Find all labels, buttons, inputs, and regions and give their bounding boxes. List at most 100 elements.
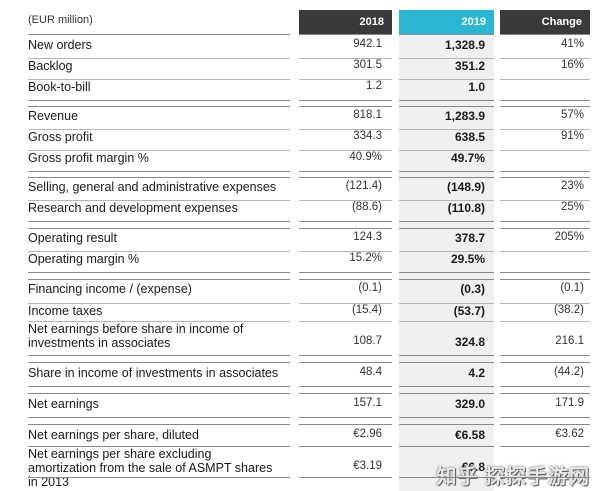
row-divider [299,477,392,478]
row-divider [28,279,290,280]
row-label: Revenue [28,109,79,123]
row-divider [399,177,494,178]
row-label: Selling, general and administrative expe… [28,180,277,194]
row-divider [399,321,494,322]
value-2018: (0.1) [358,282,382,294]
value-2018: 942.1 [353,38,382,50]
row-divider [28,477,290,478]
value-change: (38.2) [553,304,584,316]
row-divider [28,424,290,425]
row-divider [500,386,590,387]
row-divider [299,34,392,35]
value-change: 91% [560,130,584,142]
row-divider [399,79,494,80]
row-divider [500,393,590,394]
value-change: 23% [560,180,584,192]
row-label: Net earnings per share, diluted [28,428,199,442]
row-divider [500,100,590,101]
table-row: Share in income of investments in associ… [26,366,590,386]
row-divider [28,221,290,222]
value-change: 16% [560,59,584,71]
header-2018: 2018 [299,10,392,34]
row-divider [399,272,494,273]
row-label: Operating result [28,231,117,245]
unit-label: (EUR million) [28,14,93,26]
row-divider [299,58,392,59]
row-divider [399,446,494,447]
row-divider [500,200,590,201]
value-change: 25% [560,201,584,213]
watermark: 知乎 探探手游网 [436,466,590,488]
value-2019: 1,283.9 [444,109,485,123]
value-2019: (148.9) [446,180,485,194]
row-divider [299,171,392,172]
row-divider [399,417,494,418]
value-2019: €6.58 [454,428,485,442]
row-divider [28,150,290,151]
row-label: Financing income / (expense) [28,282,192,296]
row-divider [500,228,590,229]
row-divider [28,228,290,229]
row-divider [399,362,494,363]
row-divider [28,34,290,35]
value-2019: 4.2 [468,366,485,380]
row-divider [399,355,494,356]
value-2018: (15.4) [351,304,382,316]
row-divider [500,446,590,447]
row-divider [399,58,494,59]
row-divider [500,477,590,478]
row-divider [299,321,392,322]
row-divider [500,424,590,425]
row-divider [28,58,290,59]
value-2019: 49.7% [450,151,485,165]
table-row: Income taxes (15.4) (53.7) (38.2) [26,304,590,324]
row-divider [299,446,392,447]
value-2018: 15.2% [349,252,382,264]
row-divider [299,355,392,356]
row-label: Operating margin % [28,252,140,266]
row-divider [299,424,392,425]
table-row: Research and development expenses (88.6) (… [26,201,590,221]
row-divider [28,362,290,363]
row-divider [299,362,392,363]
row-divider [500,362,590,363]
value-2019: (0.3) [460,282,485,296]
row-label: Backlog [28,59,73,73]
value-2018: 40.9% [349,151,382,163]
value-change: 57% [560,109,584,121]
value-change: 41% [560,38,584,50]
value-2019: 638.5 [454,130,485,144]
table-row: Financing income / (expense) (0.1) (0.3) (0… [26,282,590,302]
row-divider [28,386,290,387]
row-divider [28,446,290,447]
row-divider [500,106,590,107]
value-change: (0.1) [560,282,584,294]
value-2018: 1.2 [366,80,382,92]
highlight-column-2019 [399,10,494,491]
row-divider [500,177,590,178]
row-label: Gross profit [28,130,93,144]
value-2019: 329.0 [454,397,485,411]
row-divider [399,424,494,425]
table-row: Revenue 818.1 1,283.9 57% [26,109,590,129]
row-divider [299,228,392,229]
table-row: Gross profit margin % 40.9% 49.7% [26,151,590,171]
value-2019: 1,328.9 [444,38,485,52]
row-divider [500,279,590,280]
row-divider [399,221,494,222]
row-divider [299,279,392,280]
table-row: Net earnings per share excluding amortiz… [26,447,590,489]
value-2019: (53.7) [453,304,485,318]
row-divider [500,251,590,252]
value-2018: 334.3 [353,130,382,142]
row-divider [299,100,392,101]
row-divider [28,355,290,356]
row-divider [500,272,590,273]
header-2019: 2019 [399,10,494,34]
value-2018: €2.96 [353,428,382,440]
row-label: Income taxes [28,304,103,318]
value-2018: €3.19 [353,460,382,472]
row-divider [399,100,494,101]
row-divider [399,251,494,252]
row-divider [299,177,392,178]
